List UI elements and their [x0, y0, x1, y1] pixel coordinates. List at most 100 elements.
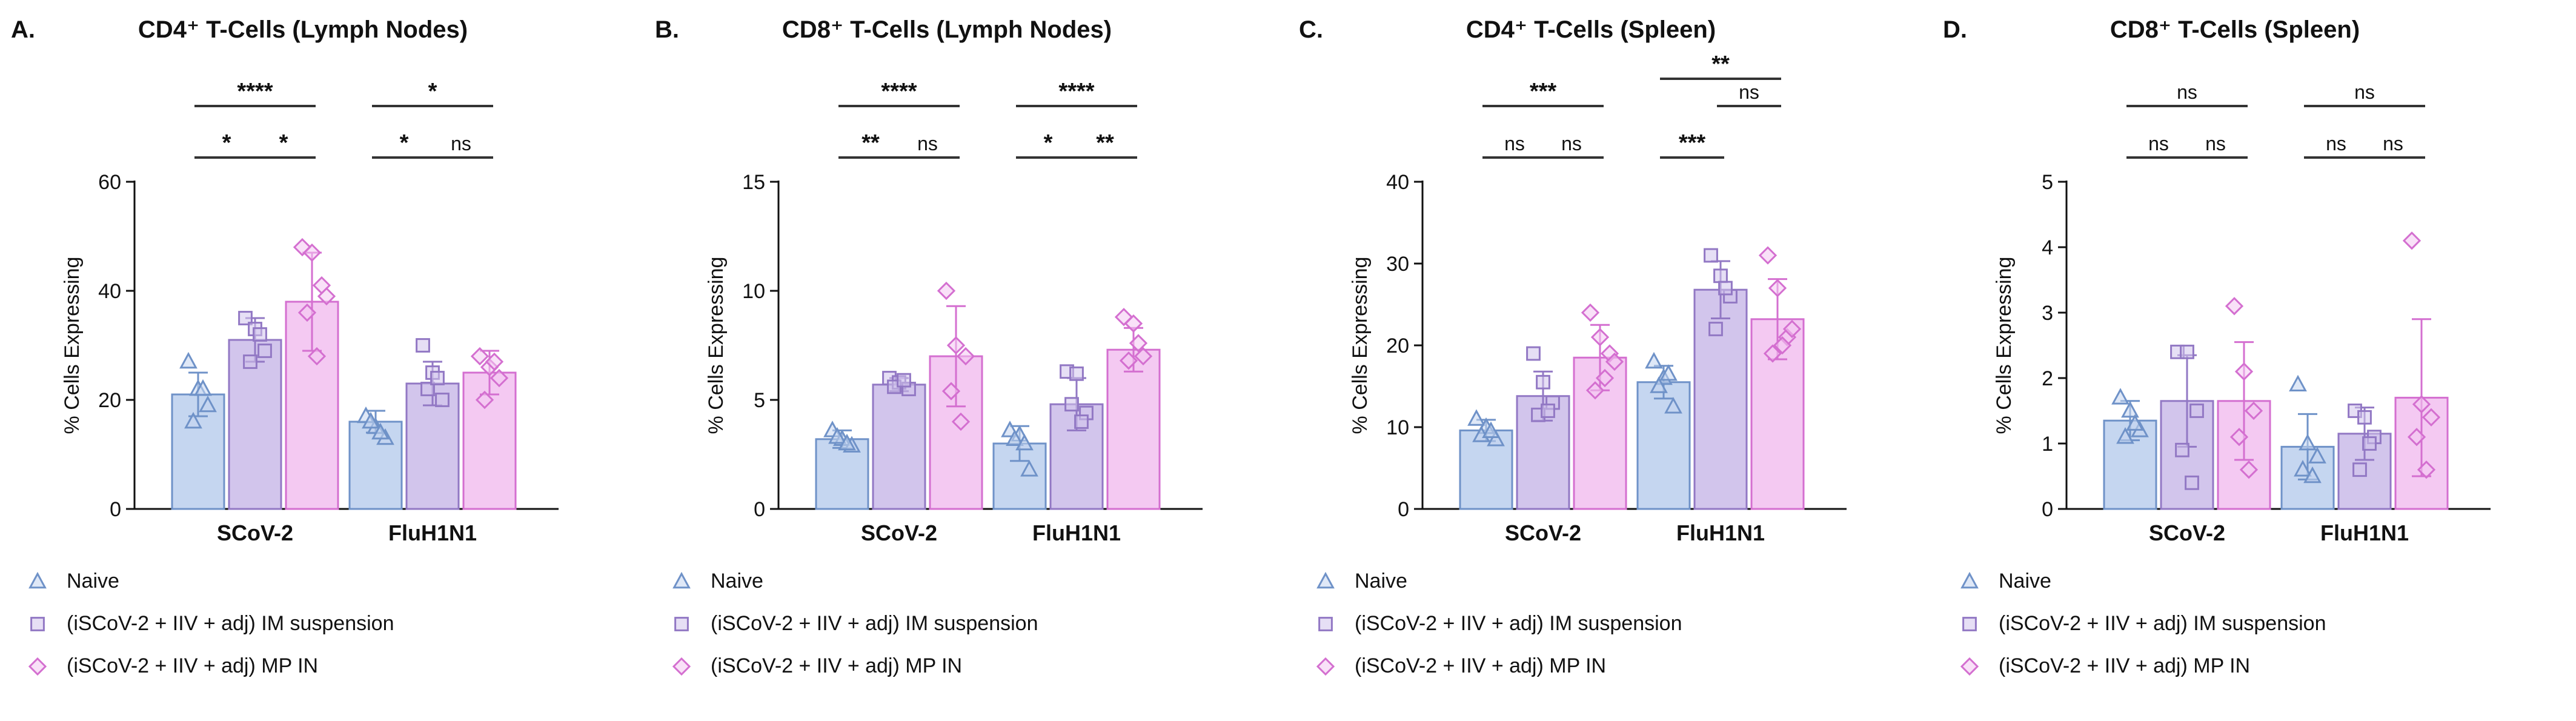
x-tick-label: FluH1N1 [1032, 520, 1121, 545]
data-point [2308, 447, 2326, 463]
data-point [1708, 322, 1723, 336]
y-tick-label: 0 [110, 498, 121, 521]
data-point [307, 347, 327, 366]
data-point [956, 347, 975, 366]
y-tick-label: 5 [754, 389, 765, 412]
significance-label: ns [2177, 81, 2197, 103]
panel-letter: C. [1299, 16, 1323, 43]
data-point [2234, 362, 2254, 381]
significance-label: ** [1096, 130, 1114, 156]
data-point [2126, 414, 2144, 431]
data-point [2239, 460, 2259, 479]
data-point [951, 412, 971, 431]
significance-label: **** [881, 79, 917, 104]
data-point [2417, 460, 2436, 479]
legend-label: Naive [1355, 570, 1407, 593]
data-point [420, 382, 435, 396]
bar [228, 339, 282, 510]
legend-label: Naive [711, 570, 763, 593]
data-point [1487, 430, 1505, 447]
data-point [317, 287, 336, 306]
data-point [1768, 279, 1787, 297]
data-point [2185, 475, 2199, 490]
data-point [937, 281, 956, 301]
data-point [1659, 364, 1678, 381]
chart-title: CD8⁺ T-Cells (Lymph Nodes) [782, 16, 1112, 43]
significance-label: ns [2383, 133, 2403, 154]
data-point [1536, 374, 1550, 390]
data-point [941, 382, 961, 400]
data-point [1006, 429, 1024, 447]
data-point [1650, 376, 1668, 393]
data-point [2422, 408, 2441, 427]
chart-c-svg: C. CD4⁺ T-Cells (Spleen) 0 10 20 30 40 % Cells … [1299, 16, 1847, 677]
data-point [257, 344, 272, 358]
legend-marker-square [1962, 617, 1977, 631]
significance-label: ns [1561, 133, 1582, 154]
panel-letter: D. [1943, 16, 1967, 43]
y-tick-label: 20 [98, 389, 121, 412]
y-tick-label: 1 [2042, 433, 2053, 456]
data-point [2244, 401, 2263, 420]
data-point [2175, 442, 2189, 457]
x-tick-label: FluH1N1 [1676, 520, 1765, 545]
data-point [1069, 366, 1084, 381]
legend-marker-square [1318, 617, 1333, 631]
legend-marker-diamond [672, 657, 691, 676]
y-tick-label: 10 [742, 280, 765, 303]
data-point [1645, 351, 1663, 369]
legend-marker-square [674, 617, 689, 631]
data-point [238, 311, 253, 325]
significance-label: *** [1679, 130, 1706, 156]
data-point [430, 371, 445, 385]
significance-label: **** [1058, 79, 1094, 104]
chart-a-svg: A. CD4⁺ T-Cells (Lymph Nodes) 0 20 40 60 % Cel… [11, 16, 559, 677]
significance-label: ns [451, 133, 471, 154]
significance-label: ns [2205, 133, 2226, 154]
x-tick-label: FluH1N1 [2320, 520, 2409, 545]
data-point [2357, 410, 2372, 425]
significance-label: ns [1504, 133, 1525, 154]
y-axis-label: % Cells Expressing [61, 257, 84, 434]
significance-label: **** [237, 79, 273, 104]
legend-label: (iSCoV-2 + IIV + adj) IM suspension [1999, 612, 2326, 635]
data-point [1581, 303, 1600, 322]
data-point [897, 373, 911, 388]
significance-label: * [428, 79, 437, 104]
data-point [1718, 281, 1733, 296]
data-point [1467, 409, 1486, 426]
x-tick-label: FluH1N1 [388, 520, 477, 545]
data-point [2402, 231, 2422, 250]
data-point [2116, 427, 2134, 444]
data-point [2180, 344, 2194, 359]
data-point [828, 427, 846, 444]
data-point [2121, 400, 2139, 418]
data-point [1129, 334, 1148, 353]
y-tick-label: 10 [1386, 416, 1409, 439]
x-tick-label: SCoV-2 [861, 520, 937, 545]
data-point [1134, 347, 1153, 366]
y-tick-label: 30 [1386, 253, 1409, 276]
y-tick-label: 0 [2042, 498, 2053, 521]
legend-marker-triangle [672, 571, 691, 589]
bar [1106, 348, 1161, 510]
legend-label: (iSCoV-2 + IIV + adj) MP IN [67, 654, 318, 677]
legend-marker-triangle [1316, 571, 1335, 589]
legend-label: (iSCoV-2 + IIV + adj) MP IN [1999, 654, 2250, 677]
data-point [371, 422, 390, 440]
significance-label: * [279, 130, 288, 156]
data-point [1773, 336, 1792, 355]
legend-label: (iSCoV-2 + IIV + adj) MP IN [711, 654, 962, 677]
data-point [1015, 433, 1034, 451]
y-axis-label: % Cells Expressing [1993, 257, 2016, 434]
data-point [1585, 381, 1605, 400]
data-point [1664, 397, 1682, 414]
data-point [475, 390, 494, 410]
chart-b-svg: B. CD8⁺ T-Cells (Lymph Nodes) 0 5 10 15 % Cell… [655, 16, 1203, 677]
legend-label: (iSCoV-2 + IIV + adj) IM suspension [1355, 612, 1682, 635]
data-point [1782, 319, 1802, 339]
data-point [2189, 404, 2204, 418]
y-tick-label: 40 [98, 280, 121, 303]
data-point [2294, 460, 2312, 477]
data-point [1064, 397, 1079, 412]
